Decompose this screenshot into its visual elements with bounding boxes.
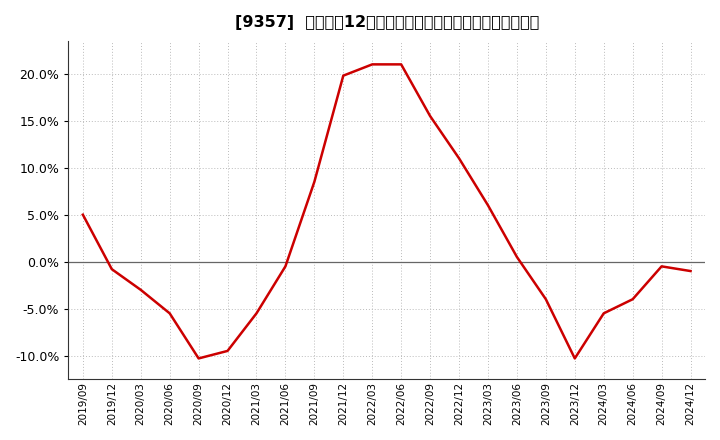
Title: [9357]  売上高の12か月移動合計の対前年同期増減率の推移: [9357] 売上高の12か月移動合計の対前年同期増減率の推移 <box>235 15 539 30</box>
